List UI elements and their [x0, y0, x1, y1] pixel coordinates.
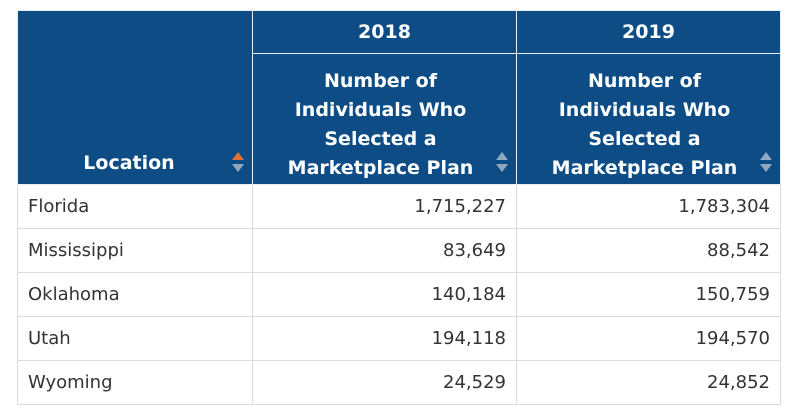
value-2018-cell: 24,529	[252, 360, 517, 405]
marketplace-table: Location 2018 2019 Number of Individuals…	[17, 10, 781, 405]
value-2018-cell: 1,715,227	[252, 184, 517, 229]
year-2018-header: 2018	[252, 10, 517, 54]
year-2019-header: 2019	[516, 10, 781, 54]
metric-header-row: Number of Individuals Who Selected a Mar…	[18, 53, 781, 185]
location-cell: Utah	[17, 316, 253, 361]
table-row: Oklahoma 140,184 150,759	[17, 272, 781, 317]
metric-2018-sort-icon[interactable]	[496, 152, 508, 172]
year-header-row: Location 2018 2019	[17, 10, 781, 185]
location-cell: Mississippi	[17, 228, 253, 273]
location-header-label: Location	[83, 152, 175, 174]
metric-2018-column-header[interactable]: Number of Individuals Who Selected a Mar…	[252, 53, 517, 185]
value-2018-cell: 194,118	[252, 316, 517, 361]
table-row: Florida 1,715,227 1,783,304	[17, 184, 781, 229]
location-cell: Florida	[17, 184, 253, 229]
table-row: Wyoming 24,529 24,852	[17, 360, 781, 405]
value-2019-cell: 150,759	[516, 272, 781, 317]
table-row: Mississippi 83,649 88,542	[17, 228, 781, 273]
location-sort-icon[interactable]	[232, 152, 244, 172]
value-2019-cell: 88,542	[516, 228, 781, 273]
value-2019-cell: 1,783,304	[516, 184, 781, 229]
value-2019-cell: 24,852	[516, 360, 781, 405]
value-2018-cell: 140,184	[252, 272, 517, 317]
location-cell: Wyoming	[17, 360, 253, 405]
value-2019-cell: 194,570	[516, 316, 781, 361]
metric-2018-header-label: Number of Individuals Who Selected a Mar…	[287, 70, 474, 179]
metric-2019-sort-icon[interactable]	[760, 152, 772, 172]
metric-2019-column-header[interactable]: Number of Individuals Who Selected a Mar…	[516, 53, 781, 185]
metric-2019-header-label: Number of Individuals Who Selected a Mar…	[551, 70, 738, 179]
table-row: Utah 194,118 194,570	[17, 316, 781, 361]
location-cell: Oklahoma	[17, 272, 253, 317]
location-column-header[interactable]: Location	[17, 10, 253, 185]
data-table-container: Location 2018 2019 Number of Individuals…	[17, 10, 781, 405]
value-2018-cell: 83,649	[252, 228, 517, 273]
